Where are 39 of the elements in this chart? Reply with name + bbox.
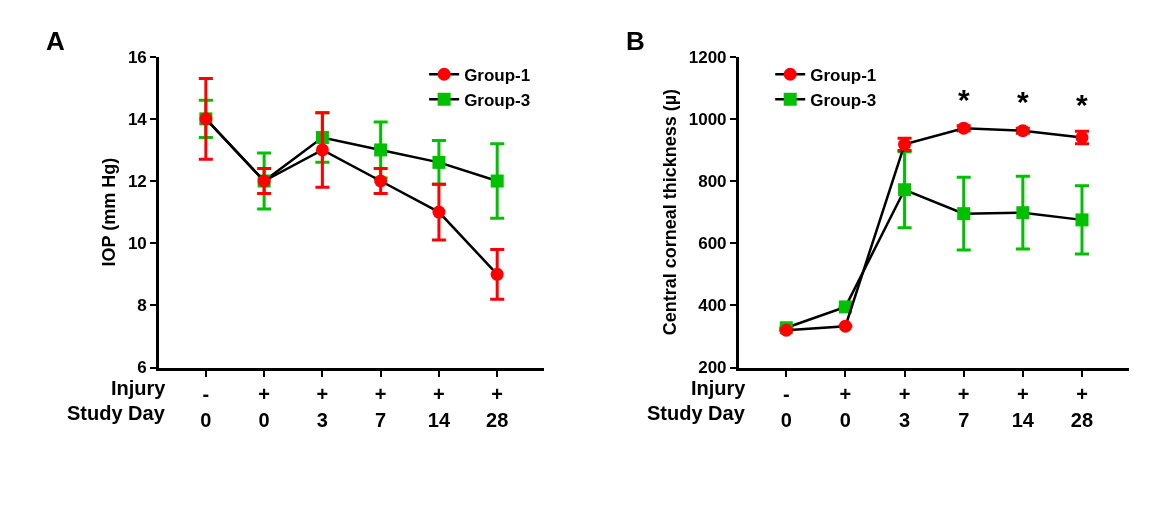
x-tick-label: + 28 [486,382,509,431]
chart-title: B [626,26,645,56]
text: Study Day [67,402,166,424]
legend-label: Group-3 [810,90,877,110]
x-tick-label: - 0 [780,382,792,431]
y-tick-label: 800 [698,171,727,191]
x-tick-label: + 0 [258,382,270,431]
legend-label: Group-3 [464,90,531,110]
text: Injury [691,377,747,399]
y-tick-label: 600 [698,234,727,254]
y-tick-label: 200 [698,358,727,378]
y-tick-label: 6 [137,358,147,378]
y-tick-label: 400 [698,296,727,316]
annotation: * [958,83,970,116]
x-tick-label: + 14 [1011,382,1035,431]
legend-label: Group-1 [464,65,531,85]
y-tick-label: 16 [127,47,147,67]
x-tick-label: + 7 [374,382,387,431]
y-tick-label: 14 [127,109,148,129]
x-tick-label: + 3 [898,382,911,431]
x-tick-label: - 0 [200,382,212,431]
annotation: * [1017,85,1029,118]
x-tick-label: + 14 [427,382,451,431]
legend-label: Group-1 [810,65,877,85]
x-tick-label: + 0 [839,382,852,431]
x-tick-label: + 28 [1070,382,1094,431]
y-tick-label: 10 [127,234,147,254]
y-tick-label: 8 [137,296,147,316]
x-tick-label: + 7 [957,382,970,431]
y-axis-title: Central corneal thickness (µ) [659,88,680,336]
text: Injury [111,377,167,399]
annotation: * [1076,88,1088,121]
x-tick-label: + 3 [316,382,329,431]
y-tick-label: 1200 [688,47,727,67]
y-tick-label: 12 [127,171,147,191]
text: Study Day [647,402,746,424]
y-tick-label: 1000 [688,109,727,129]
y-axis-title: IOP (mm Hg) [99,157,120,267]
chart-title: A [46,26,65,56]
